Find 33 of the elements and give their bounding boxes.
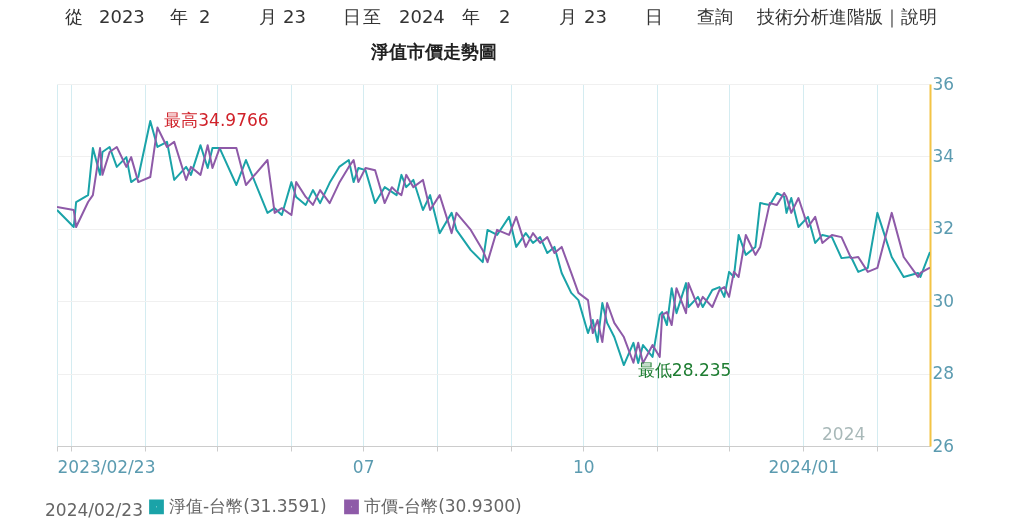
text: 日 (645, 6, 663, 27)
y-tick-label: 26 (932, 435, 955, 456)
x-tick-label: 2024/01 (768, 456, 840, 477)
legend-label: 市價-台幣(30.9300) (364, 495, 522, 516)
text: 2 (199, 6, 211, 27)
chart-title: 淨值市價走勢圖 (369, 41, 497, 62)
y-tick-label: 36 (932, 73, 955, 94)
text: 2 (499, 6, 511, 27)
x-tick-label: 2023/02/23 (57, 456, 156, 477)
text: 日 (343, 6, 361, 27)
legend-label: 淨值-台幣(31.3591) (169, 495, 327, 516)
text: 年 (462, 6, 480, 27)
annotation: 2024 (822, 424, 866, 444)
text: 從 (65, 6, 83, 27)
text: 月 (259, 6, 277, 27)
text: 技術分析進階版｜說明 (756, 6, 937, 28)
y-tick-label: 32 (932, 218, 955, 239)
x-tick-label: 07 (352, 456, 375, 477)
text: 至 (363, 6, 381, 27)
text: 23 (584, 6, 607, 27)
text: 2024 (399, 6, 445, 27)
text: 23 (283, 6, 306, 27)
x-tick-label: 10 (572, 456, 595, 477)
legend-title: 2024/02/23 (45, 500, 143, 520)
text: 查詢 (697, 6, 733, 27)
text: 2023 (99, 6, 145, 27)
text: 月 (559, 6, 577, 27)
text: 年 (170, 6, 188, 27)
y-tick-label: 28 (932, 363, 955, 384)
annotation: 最高34.9766 (164, 110, 269, 131)
y-tick-label: 30 (932, 290, 955, 311)
y-tick-label: 34 (932, 145, 955, 166)
annotation: 最低28.235 (637, 360, 732, 381)
